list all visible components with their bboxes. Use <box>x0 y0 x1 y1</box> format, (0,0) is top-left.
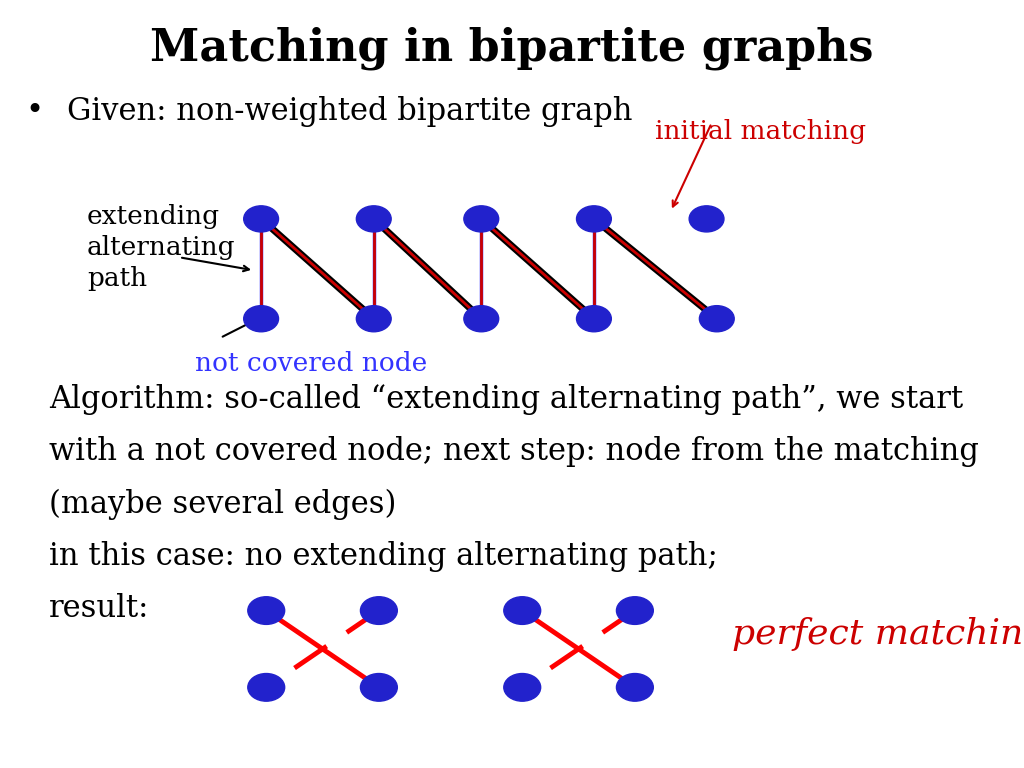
Circle shape <box>356 306 391 332</box>
Circle shape <box>616 674 653 701</box>
Circle shape <box>356 206 391 232</box>
Text: in this case: no extending alternating path;: in this case: no extending alternating p… <box>49 541 718 571</box>
Circle shape <box>360 597 397 624</box>
Text: •: • <box>26 96 44 127</box>
Circle shape <box>248 597 285 624</box>
Circle shape <box>577 206 611 232</box>
Text: (maybe several edges): (maybe several edges) <box>49 488 396 520</box>
Circle shape <box>616 597 653 624</box>
Circle shape <box>464 206 499 232</box>
Text: result:: result: <box>49 593 150 624</box>
Circle shape <box>360 674 397 701</box>
Circle shape <box>689 206 724 232</box>
Text: with a not covered node; next step: node from the matching: with a not covered node; next step: node… <box>49 436 979 467</box>
Text: Given: non-weighted bipartite graph: Given: non-weighted bipartite graph <box>67 96 632 127</box>
Circle shape <box>244 306 279 332</box>
Circle shape <box>504 597 541 624</box>
Circle shape <box>699 306 734 332</box>
Text: initial matching: initial matching <box>655 119 866 144</box>
Text: Matching in bipartite graphs: Matching in bipartite graphs <box>151 27 873 71</box>
Circle shape <box>248 674 285 701</box>
Circle shape <box>504 674 541 701</box>
Circle shape <box>244 206 279 232</box>
Text: extending
alternating
path: extending alternating path <box>87 204 236 290</box>
Text: Algorithm: so-called “extending alternating path”, we start: Algorithm: so-called “extending alternat… <box>49 384 964 415</box>
Circle shape <box>464 306 499 332</box>
Circle shape <box>577 306 611 332</box>
Text: not covered node: not covered node <box>195 351 427 376</box>
Text: perfect matching: perfect matching <box>732 617 1024 650</box>
